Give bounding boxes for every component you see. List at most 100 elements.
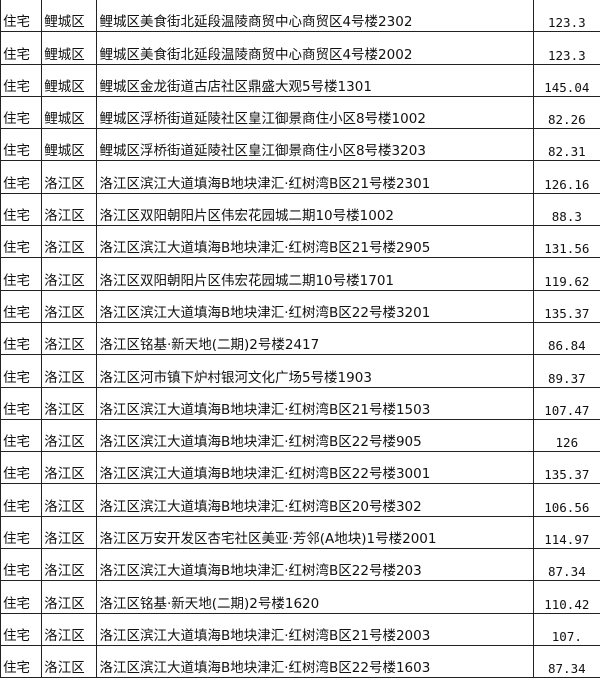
cell-area: 123.3 (533, 32, 600, 64)
cell-type: 住宅 (1, 387, 42, 419)
cell-address: 洛江区铭基·新天地(二期)2号楼1620 (97, 581, 533, 613)
cell-district: 洛江区 (42, 355, 97, 387)
cell-area: 110.42 (533, 581, 600, 613)
cell-area: 126.16 (533, 161, 600, 193)
cell-district: 鲤城区 (42, 129, 97, 161)
cell-address: 洛江区双阳朝阳片区伟宏花园城二期10号楼1002 (97, 193, 533, 225)
cell-area: 107. (533, 613, 600, 645)
cell-address: 洛江区滨江大道填海B地块津汇·红树湾B区22号楼203 (97, 549, 533, 581)
cell-district: 洛江区 (42, 387, 97, 419)
cell-area: 87.34 (533, 645, 600, 677)
cell-address: 洛江区滨江大道填海B地块津汇·红树湾B区22号楼3001 (97, 452, 533, 484)
cell-type: 住宅 (1, 258, 42, 290)
cell-address: 洛江区滨江大道填海B地块津汇·红树湾B区22号楼3201 (97, 290, 533, 322)
cell-address: 鲤城区美食街北延段温陵商贸中心商贸区4号楼2002 (97, 32, 533, 64)
cell-area: 107.47 (533, 387, 600, 419)
cell-area: 135.37 (533, 452, 600, 484)
cell-area: 82.26 (533, 96, 600, 128)
cell-district: 洛江区 (42, 322, 97, 354)
cell-type: 住宅 (1, 613, 42, 645)
cell-address: 鲤城区美食街北延段温陵商贸中心商贸区4号楼2302 (97, 0, 533, 32)
cell-address: 洛江区双阳朝阳片区伟宏花园城二期10号楼1701 (97, 258, 533, 290)
cell-address: 洛江区滨江大道填海B地块津汇·红树湾B区22号楼1603 (97, 645, 533, 677)
cell-address: 洛江区滨江大道填海B地块津汇·红树湾B区21号楼1503 (97, 387, 533, 419)
cell-type: 住宅 (1, 129, 42, 161)
cell-district: 鲤城区 (42, 64, 97, 96)
cell-type: 住宅 (1, 484, 42, 516)
cell-district: 洛江区 (42, 516, 97, 548)
cell-district: 洛江区 (42, 419, 97, 451)
cell-area: 119.62 (533, 258, 600, 290)
cell-area: 145.04 (533, 64, 600, 96)
cell-address: 洛江区河市镇下炉村银河文化广场5号楼1903 (97, 355, 533, 387)
cell-district: 鲤城区 (42, 96, 97, 128)
cell-type: 住宅 (1, 96, 42, 128)
cell-address: 洛江区万安开发区杏宅社区美亚·芳邻(A地块)1号楼2001 (97, 516, 533, 548)
cell-area: 126 (533, 419, 600, 451)
cell-type: 住宅 (1, 645, 42, 677)
cell-district: 鲤城区 (42, 0, 97, 32)
cell-address: 洛江区滨江大道填海B地块津汇·红树湾B区21号楼2905 (97, 226, 533, 258)
cell-address: 洛江区滨江大道填海B地块津汇·红树湾B区21号楼2301 (97, 161, 533, 193)
cell-address: 鲤城区浮桥街道延陵社区皇江御景商住小区8号楼3203 (97, 129, 533, 161)
cell-district: 洛江区 (42, 645, 97, 677)
cell-area: 86.84 (533, 322, 600, 354)
cell-area: 88.3 (533, 193, 600, 225)
cell-type: 住宅 (1, 64, 42, 96)
cell-district: 洛江区 (42, 484, 97, 516)
cell-type: 住宅 (1, 549, 42, 581)
cell-area: 123.3 (533, 0, 600, 32)
cell-type: 住宅 (1, 452, 42, 484)
cell-district: 洛江区 (42, 613, 97, 645)
cell-type: 住宅 (1, 419, 42, 451)
cell-area: 89.37 (533, 355, 600, 387)
cell-district: 洛江区 (42, 258, 97, 290)
cell-district: 洛江区 (42, 581, 97, 613)
cell-district: 洛江区 (42, 193, 97, 225)
cell-address: 洛江区滨江大道填海B地块津汇·红树湾B区22号楼905 (97, 419, 533, 451)
cell-type: 住宅 (1, 161, 42, 193)
cell-type: 住宅 (1, 516, 42, 548)
cell-address: 鲤城区金龙街道古店社区鼎盛大观5号楼1301 (97, 64, 533, 96)
cell-area: 82.31 (533, 129, 600, 161)
cell-type: 住宅 (1, 581, 42, 613)
cell-district: 洛江区 (42, 161, 97, 193)
cell-address: 洛江区铭基·新天地(二期)2号楼2417 (97, 322, 533, 354)
cell-district: 洛江区 (42, 290, 97, 322)
cell-type: 住宅 (1, 322, 42, 354)
cell-address: 鲤城区浮桥街道延陵社区皇江御景商住小区8号楼1002 (97, 96, 533, 128)
cell-type: 住宅 (1, 226, 42, 258)
cell-area: 135.37 (533, 290, 600, 322)
cell-area: 114.97 (533, 516, 600, 548)
cell-type: 住宅 (1, 193, 42, 225)
cell-area: 106.56 (533, 484, 600, 516)
cell-type: 住宅 (1, 355, 42, 387)
cell-type: 住宅 (1, 0, 42, 32)
cell-address: 洛江区滨江大道填海B地块津汇·红树湾B区20号楼302 (97, 484, 533, 516)
cell-area: 131.56 (533, 226, 600, 258)
cell-area: 87.34 (533, 549, 600, 581)
cell-district: 鲤城区 (42, 32, 97, 64)
cell-type: 住宅 (1, 32, 42, 64)
